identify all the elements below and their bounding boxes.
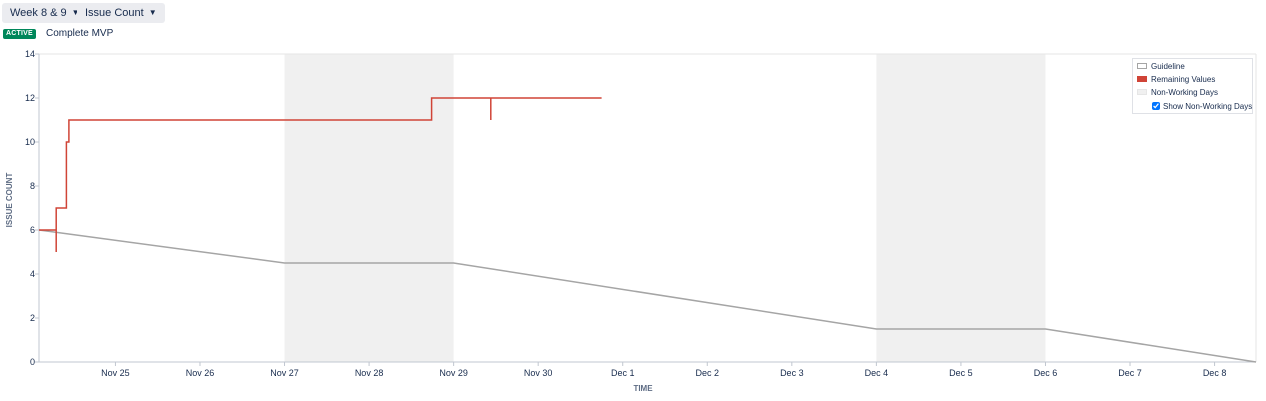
x-tick-label: Nov 29 [439, 368, 468, 378]
legend-label-remaining: Remaining Values [1151, 75, 1216, 84]
axes-layer: 0 2 4 6 8 10 12 14 Nov 25 Nov 26 Nov 27 Nov 28 Nov 2… [25, 49, 1257, 378]
legend-item-non-working: Non-Working Days [1137, 88, 1218, 98]
x-tick-label: Dec 4 [865, 368, 889, 378]
x-tick-label: Dec 2 [696, 368, 720, 378]
x-tick-label: Nov 28 [355, 368, 384, 378]
y-tick-label: 2 [30, 313, 35, 323]
chevron-down-icon: ▼ [71, 8, 80, 17]
chevron-down-icon: ▼ [148, 8, 157, 17]
non-working-band [876, 54, 1046, 362]
x-tick-label: Dec 5 [949, 368, 973, 378]
guideline-series [38, 229, 1257, 363]
remaining-values-series [39, 97, 602, 252]
legend-item-remaining: Remaining Values [1137, 75, 1215, 85]
sprint-select-label: Week 8 & 9 [10, 7, 67, 19]
non-working-days-layer [284, 54, 1046, 362]
x-tick-label: Dec 7 [1118, 368, 1142, 378]
x-tick-label: Nov 26 [186, 368, 215, 378]
x-tick-label: Dec 8 [1203, 368, 1227, 378]
y-tick-label: 4 [30, 269, 35, 279]
x-tick-label: Nov 27 [270, 368, 299, 378]
sprint-select[interactable]: Week 8 & 9 ▼ [2, 3, 88, 23]
non-working-swatch [1137, 89, 1147, 95]
guideline-swatch [1137, 63, 1147, 69]
y-tick-label: 6 [30, 225, 35, 235]
chart-legend: Guideline Remaining Values Non-Working D… [1132, 58, 1253, 114]
x-axis-title: TIME [633, 384, 653, 393]
sprint-name: Complete MVP [46, 28, 114, 39]
show-non-working-toggle[interactable]: Show Non-Working Days [1152, 101, 1252, 112]
remaining-swatch [1137, 76, 1147, 82]
y-tick-label: 8 [30, 181, 35, 191]
x-tick-label: Dec 6 [1034, 368, 1058, 378]
series-layer [38, 97, 1257, 363]
legend-item-guideline: Guideline [1137, 62, 1185, 72]
x-tick-label: Nov 30 [524, 368, 553, 378]
y-axis-title: ISSUE COUNT [5, 173, 14, 228]
y-tick-label: 12 [25, 93, 35, 103]
y-tick-label: 14 [25, 49, 35, 59]
x-tick-label: Dec 3 [780, 368, 804, 378]
x-tick-label: Dec 1 [611, 368, 635, 378]
x-tick-label: Nov 25 [101, 368, 130, 378]
non-working-band [284, 54, 454, 362]
status-badge: ACTIVE [3, 29, 36, 39]
legend-label-guideline: Guideline [1151, 62, 1185, 71]
y-tick-label: 0 [30, 357, 35, 367]
statistic-select[interactable]: Issue Count ▼ [77, 3, 165, 23]
legend-label-non-working: Non-Working Days [1151, 88, 1218, 97]
statistic-select-label: Issue Count [85, 7, 144, 19]
show-non-working-checkbox[interactable] [1152, 102, 1160, 110]
y-tick-label: 10 [25, 137, 35, 147]
show-non-working-label: Show Non-Working Days [1163, 102, 1253, 111]
